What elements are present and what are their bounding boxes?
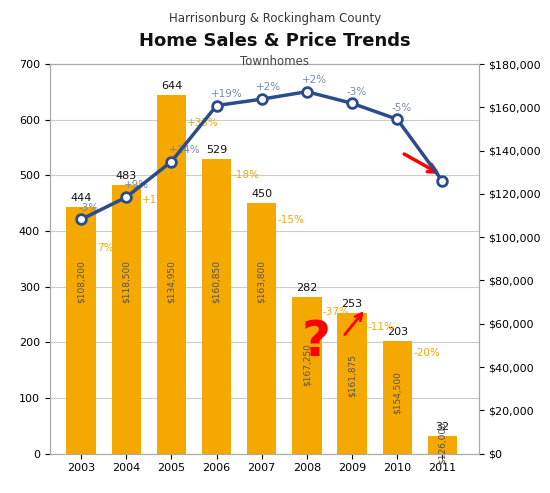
Text: 32: 32 bbox=[435, 422, 449, 432]
Text: 483: 483 bbox=[116, 171, 137, 181]
Bar bbox=[67, 207, 96, 454]
Text: 529: 529 bbox=[206, 145, 227, 155]
Text: $154,500: $154,500 bbox=[393, 371, 402, 414]
Text: -3%: -3% bbox=[79, 203, 99, 213]
Text: +19%: +19% bbox=[211, 89, 243, 99]
Bar bbox=[337, 313, 367, 454]
Text: 253: 253 bbox=[342, 299, 362, 309]
Text: $118,500: $118,500 bbox=[122, 260, 131, 303]
Text: 282: 282 bbox=[296, 283, 317, 293]
Text: 450: 450 bbox=[251, 189, 272, 199]
Bar bbox=[383, 341, 412, 454]
Text: +14%: +14% bbox=[169, 145, 201, 155]
Text: -11%: -11% bbox=[368, 322, 395, 332]
Text: +33%: +33% bbox=[187, 117, 219, 128]
Text: ?: ? bbox=[301, 318, 331, 366]
Text: -3%: -3% bbox=[346, 87, 367, 97]
Text: $161,875: $161,875 bbox=[348, 354, 356, 397]
Text: $160,850: $160,850 bbox=[212, 260, 221, 303]
Text: $163,800: $163,800 bbox=[257, 260, 266, 303]
Text: -5%: -5% bbox=[392, 103, 412, 112]
Text: $126,000: $126,000 bbox=[438, 421, 447, 464]
Text: 644: 644 bbox=[161, 81, 182, 91]
Text: 7%: 7% bbox=[97, 243, 113, 253]
Text: +9%: +9% bbox=[124, 180, 149, 190]
Bar bbox=[202, 159, 231, 454]
Text: Harrisonburg & Rockingham County: Harrisonburg & Rockingham County bbox=[169, 12, 381, 25]
Text: 444: 444 bbox=[70, 193, 92, 203]
Text: +2%: +2% bbox=[301, 75, 327, 85]
Bar bbox=[428, 436, 457, 454]
Text: -18%: -18% bbox=[233, 171, 259, 180]
Text: 203: 203 bbox=[387, 327, 408, 337]
Text: +10%: +10% bbox=[142, 195, 174, 206]
Text: $108,200: $108,200 bbox=[76, 260, 86, 303]
Text: $134,950: $134,950 bbox=[167, 260, 176, 303]
Text: -37%: -37% bbox=[323, 307, 350, 317]
Text: -20%: -20% bbox=[413, 349, 440, 358]
Bar bbox=[247, 203, 277, 454]
Bar bbox=[292, 297, 322, 454]
Text: +2%: +2% bbox=[256, 82, 282, 93]
Text: -15%: -15% bbox=[278, 215, 304, 225]
Bar bbox=[112, 185, 141, 454]
Text: $167,250: $167,250 bbox=[302, 343, 311, 386]
Bar bbox=[157, 95, 186, 454]
Text: Townhomes: Townhomes bbox=[240, 55, 310, 68]
Text: Home Sales & Price Trends: Home Sales & Price Trends bbox=[139, 32, 411, 50]
